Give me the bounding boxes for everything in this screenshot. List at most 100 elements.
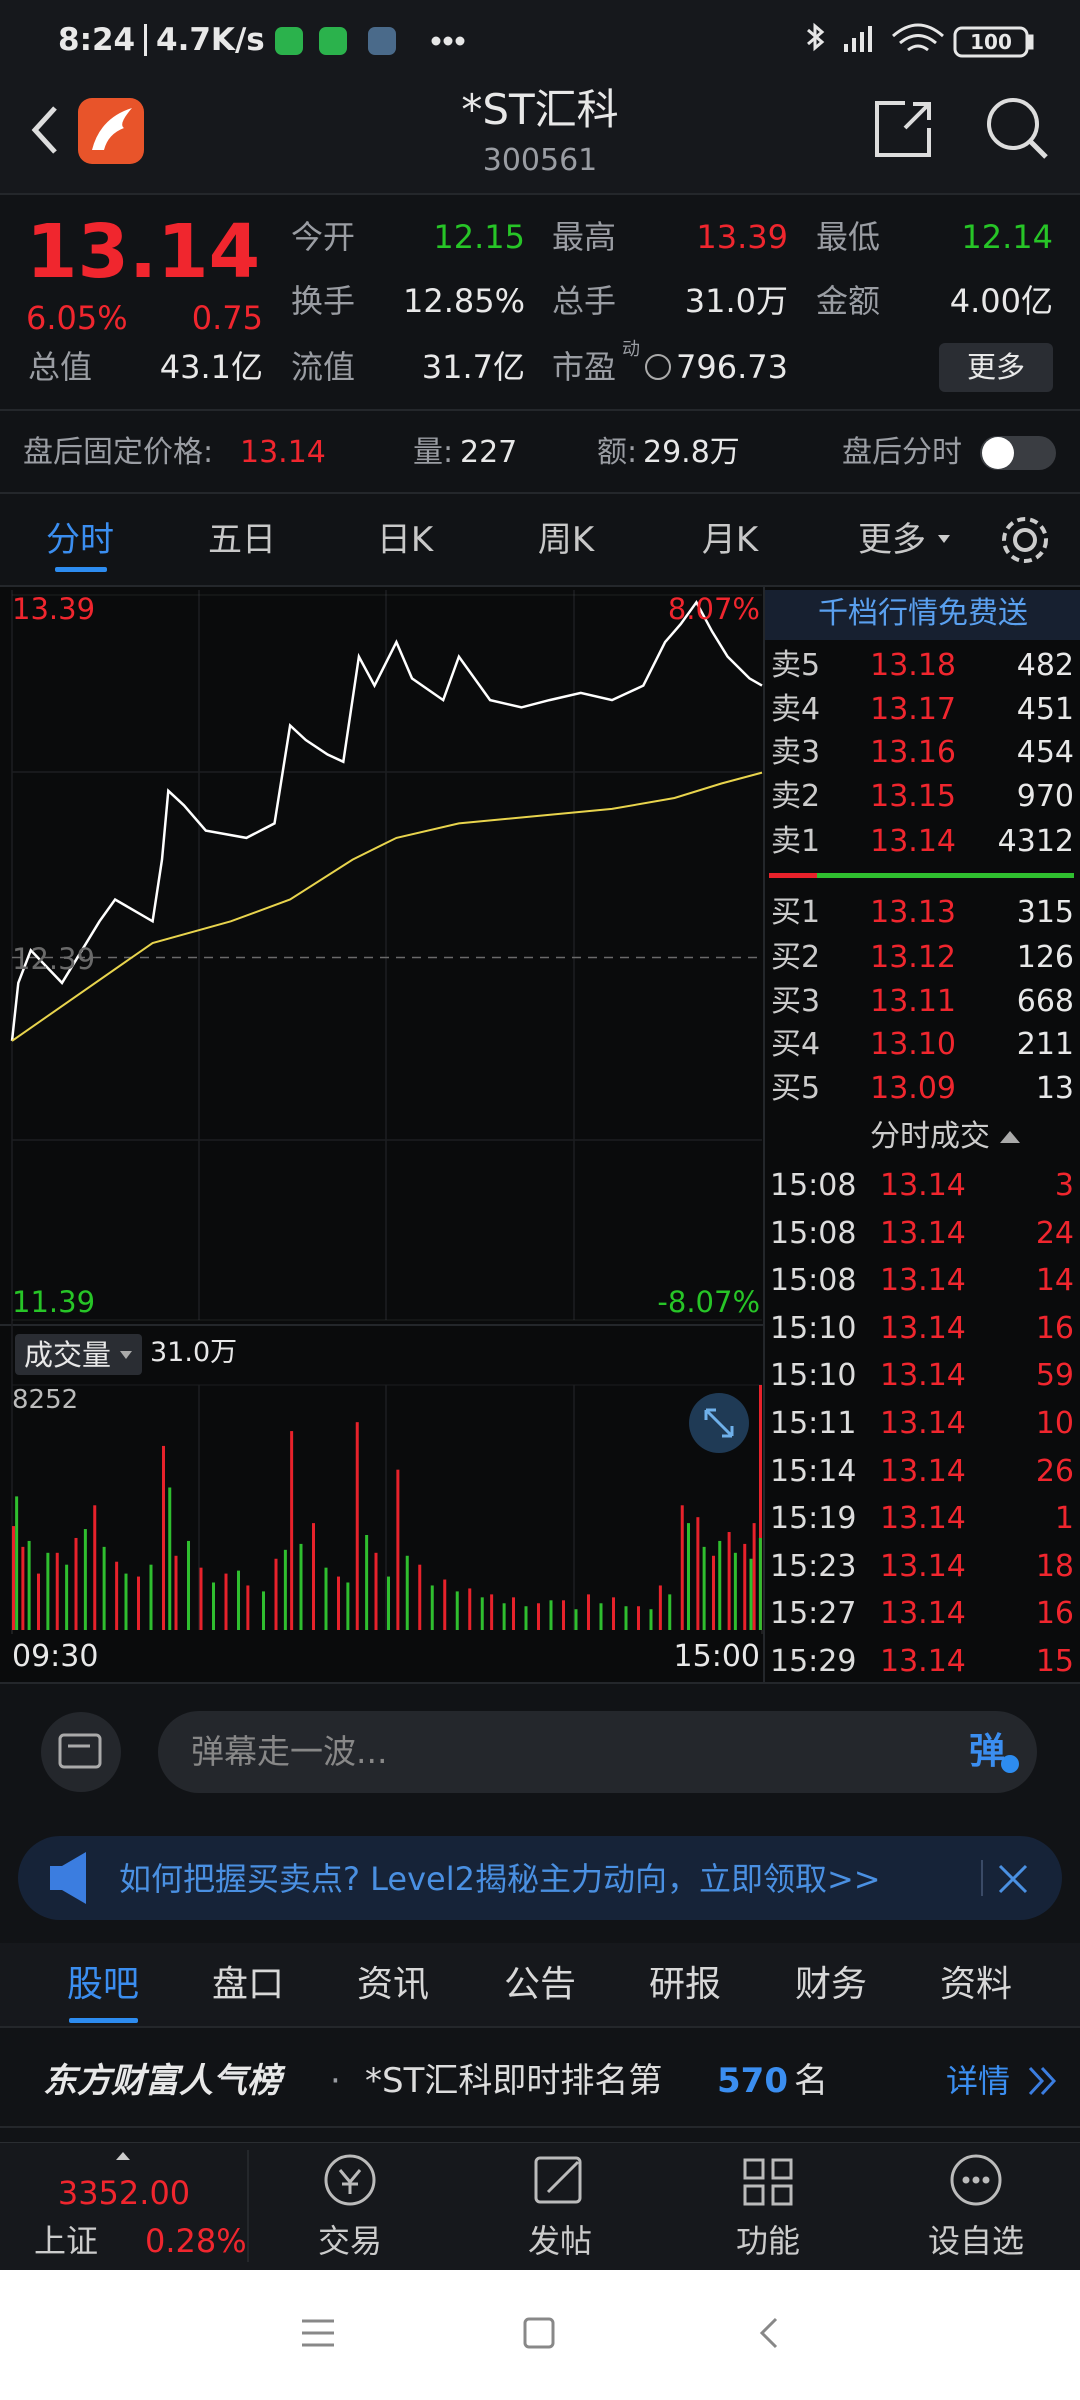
volume-bar <box>549 1600 553 1630</box>
volume-bar <box>587 1594 590 1630</box>
banner-close[interactable] <box>998 1864 1028 1894</box>
more-button[interactable]: 更多 <box>966 349 1026 384</box>
volume-bar <box>374 1552 378 1630</box>
trade-price: 13.14 <box>880 1548 966 1584</box>
charts <box>10 594 763 1634</box>
nav-item[interactable]: 设自选 <box>927 2221 1025 2260</box>
volume-bar <box>102 1546 106 1630</box>
nav-item[interactable]: 交易 <box>317 2221 383 2260</box>
comment-placeholder[interactable]: 弹幕走一波... <box>191 1732 388 1772</box>
volume-title[interactable]: 成交量 <box>24 1337 112 1372</box>
rank-detail[interactable]: 详情 <box>946 2061 1011 2100</box>
volume-bar <box>502 1603 506 1630</box>
section-tab[interactable]: 研报 <box>648 1964 722 2006</box>
book-price: 13.18 <box>870 648 956 683</box>
trade-price: 13.14 <box>880 1168 966 1203</box>
section-tab[interactable]: 盘口 <box>211 1964 285 2006</box>
field-value: 12.15 <box>433 217 525 256</box>
y-tick-label: 13.39 <box>12 591 96 626</box>
danmaku-button[interactable]: 弹 <box>968 1731 1006 1773</box>
dropdown-arrow <box>938 535 950 543</box>
nav-icons[interactable] <box>324 2154 1002 2206</box>
volume-selector[interactable] <box>15 1334 142 1375</box>
trade-volume: 16 <box>1035 1596 1074 1632</box>
section-tab[interactable]: 公告 <box>503 1964 577 2006</box>
section-tab[interactable]: 资料 <box>939 1964 1013 2006</box>
amt: 29.8万 <box>643 435 740 470</box>
settings-icon[interactable] <box>1002 517 1048 563</box>
trade-price: 13.14 <box>880 1358 966 1394</box>
volume-bar <box>174 1555 178 1630</box>
volume-bar <box>758 1537 762 1630</box>
section-tab[interactable]: 股吧 <box>66 1964 140 2006</box>
book-label: 买4 <box>771 1027 821 1062</box>
y-tick-label: 12.39 <box>12 942 96 977</box>
volume-bar <box>490 1594 494 1630</box>
volume-bar <box>283 1549 287 1630</box>
nav-item[interactable]: 发帖 <box>527 2221 593 2260</box>
volume-bar <box>743 1543 747 1630</box>
section-tab[interactable]: 财务 <box>794 1964 868 2006</box>
price-line <box>10 599 763 1042</box>
book-price: 13.16 <box>870 735 956 770</box>
volume-bar <box>290 1431 294 1630</box>
tab[interactable]: 周K <box>537 519 595 560</box>
trade-time: 15:27 <box>770 1596 857 1632</box>
tab-underline <box>69 2018 138 2023</box>
rank-dot: · <box>330 2060 341 2101</box>
header-icons[interactable] <box>31 98 1048 164</box>
tab-underline <box>55 567 107 572</box>
volume-bar <box>637 1606 640 1630</box>
toggle[interactable] <box>980 436 1056 470</box>
comment-icon[interactable] <box>41 1712 121 1792</box>
field-value: 31.0万 <box>684 281 788 320</box>
field-label: 总值 <box>28 347 93 386</box>
volume-bar <box>199 1567 203 1630</box>
trades-title: 分时成交 <box>870 1119 990 1154</box>
comment-input[interactable] <box>158 1711 1037 1793</box>
volume-bar <box>299 1543 303 1630</box>
book-volume: 13 <box>1035 1071 1074 1106</box>
tab[interactable]: 五日 <box>208 519 276 560</box>
volume-bar <box>46 1552 50 1630</box>
amt-label: 额: <box>597 435 638 470</box>
tab[interactable]: 月K <box>701 519 759 560</box>
volume-bar <box>702 1546 706 1630</box>
field-label: 金额 <box>816 281 881 320</box>
trade-volume: 10 <box>1035 1406 1074 1441</box>
book-label: 卖5 <box>771 648 821 683</box>
section-tab[interactable]: 资讯 <box>356 1964 430 2006</box>
tab[interactable]: 日K <box>376 519 434 560</box>
price: 13.14 <box>26 208 261 295</box>
trade-price: 13.14 <box>880 1310 966 1346</box>
more-button[interactable] <box>939 343 1053 392</box>
system-buttons[interactable] <box>302 2317 778 2349</box>
volume-bar <box>115 1561 119 1630</box>
volume-bar <box>355 1422 359 1630</box>
field-label: 最高 <box>552 217 617 256</box>
expand-icon[interactable] <box>689 1393 749 1453</box>
banner[interactable] <box>18 1836 1062 1920</box>
book-price: 13.10 <box>870 1027 956 1062</box>
vol: 227 <box>460 435 518 470</box>
volume-bar <box>168 1487 172 1630</box>
field-label: 市盈 <box>552 347 617 386</box>
volume-bar <box>649 1609 653 1630</box>
volume-bar <box>658 1585 662 1630</box>
book-label: 卖2 <box>771 779 821 814</box>
book-volume: 451 <box>1016 692 1074 727</box>
field-value: 43.1亿 <box>159 347 263 386</box>
trade-time: 15:10 <box>770 1358 857 1394</box>
pe-info-icon[interactable] <box>645 354 671 380</box>
volume-total: 31.0万 <box>150 1336 238 1368</box>
y-tick-label: 8252 <box>12 1385 79 1416</box>
rank-text: *ST汇科即时排名第 <box>365 2060 663 2101</box>
tab[interactable]: 分时 <box>46 519 114 560</box>
nav-item[interactable]: 功能 <box>735 2221 801 2260</box>
detail-arrow[interactable] <box>1028 2066 1057 2096</box>
banner-text[interactable]: 如何把握买卖点? Level2揭秘主力动向，立即领取>> <box>119 1859 881 1898</box>
tab[interactable]: 更多 <box>858 519 926 560</box>
volume-bar <box>562 1600 565 1630</box>
volume-bar <box>312 1523 315 1630</box>
